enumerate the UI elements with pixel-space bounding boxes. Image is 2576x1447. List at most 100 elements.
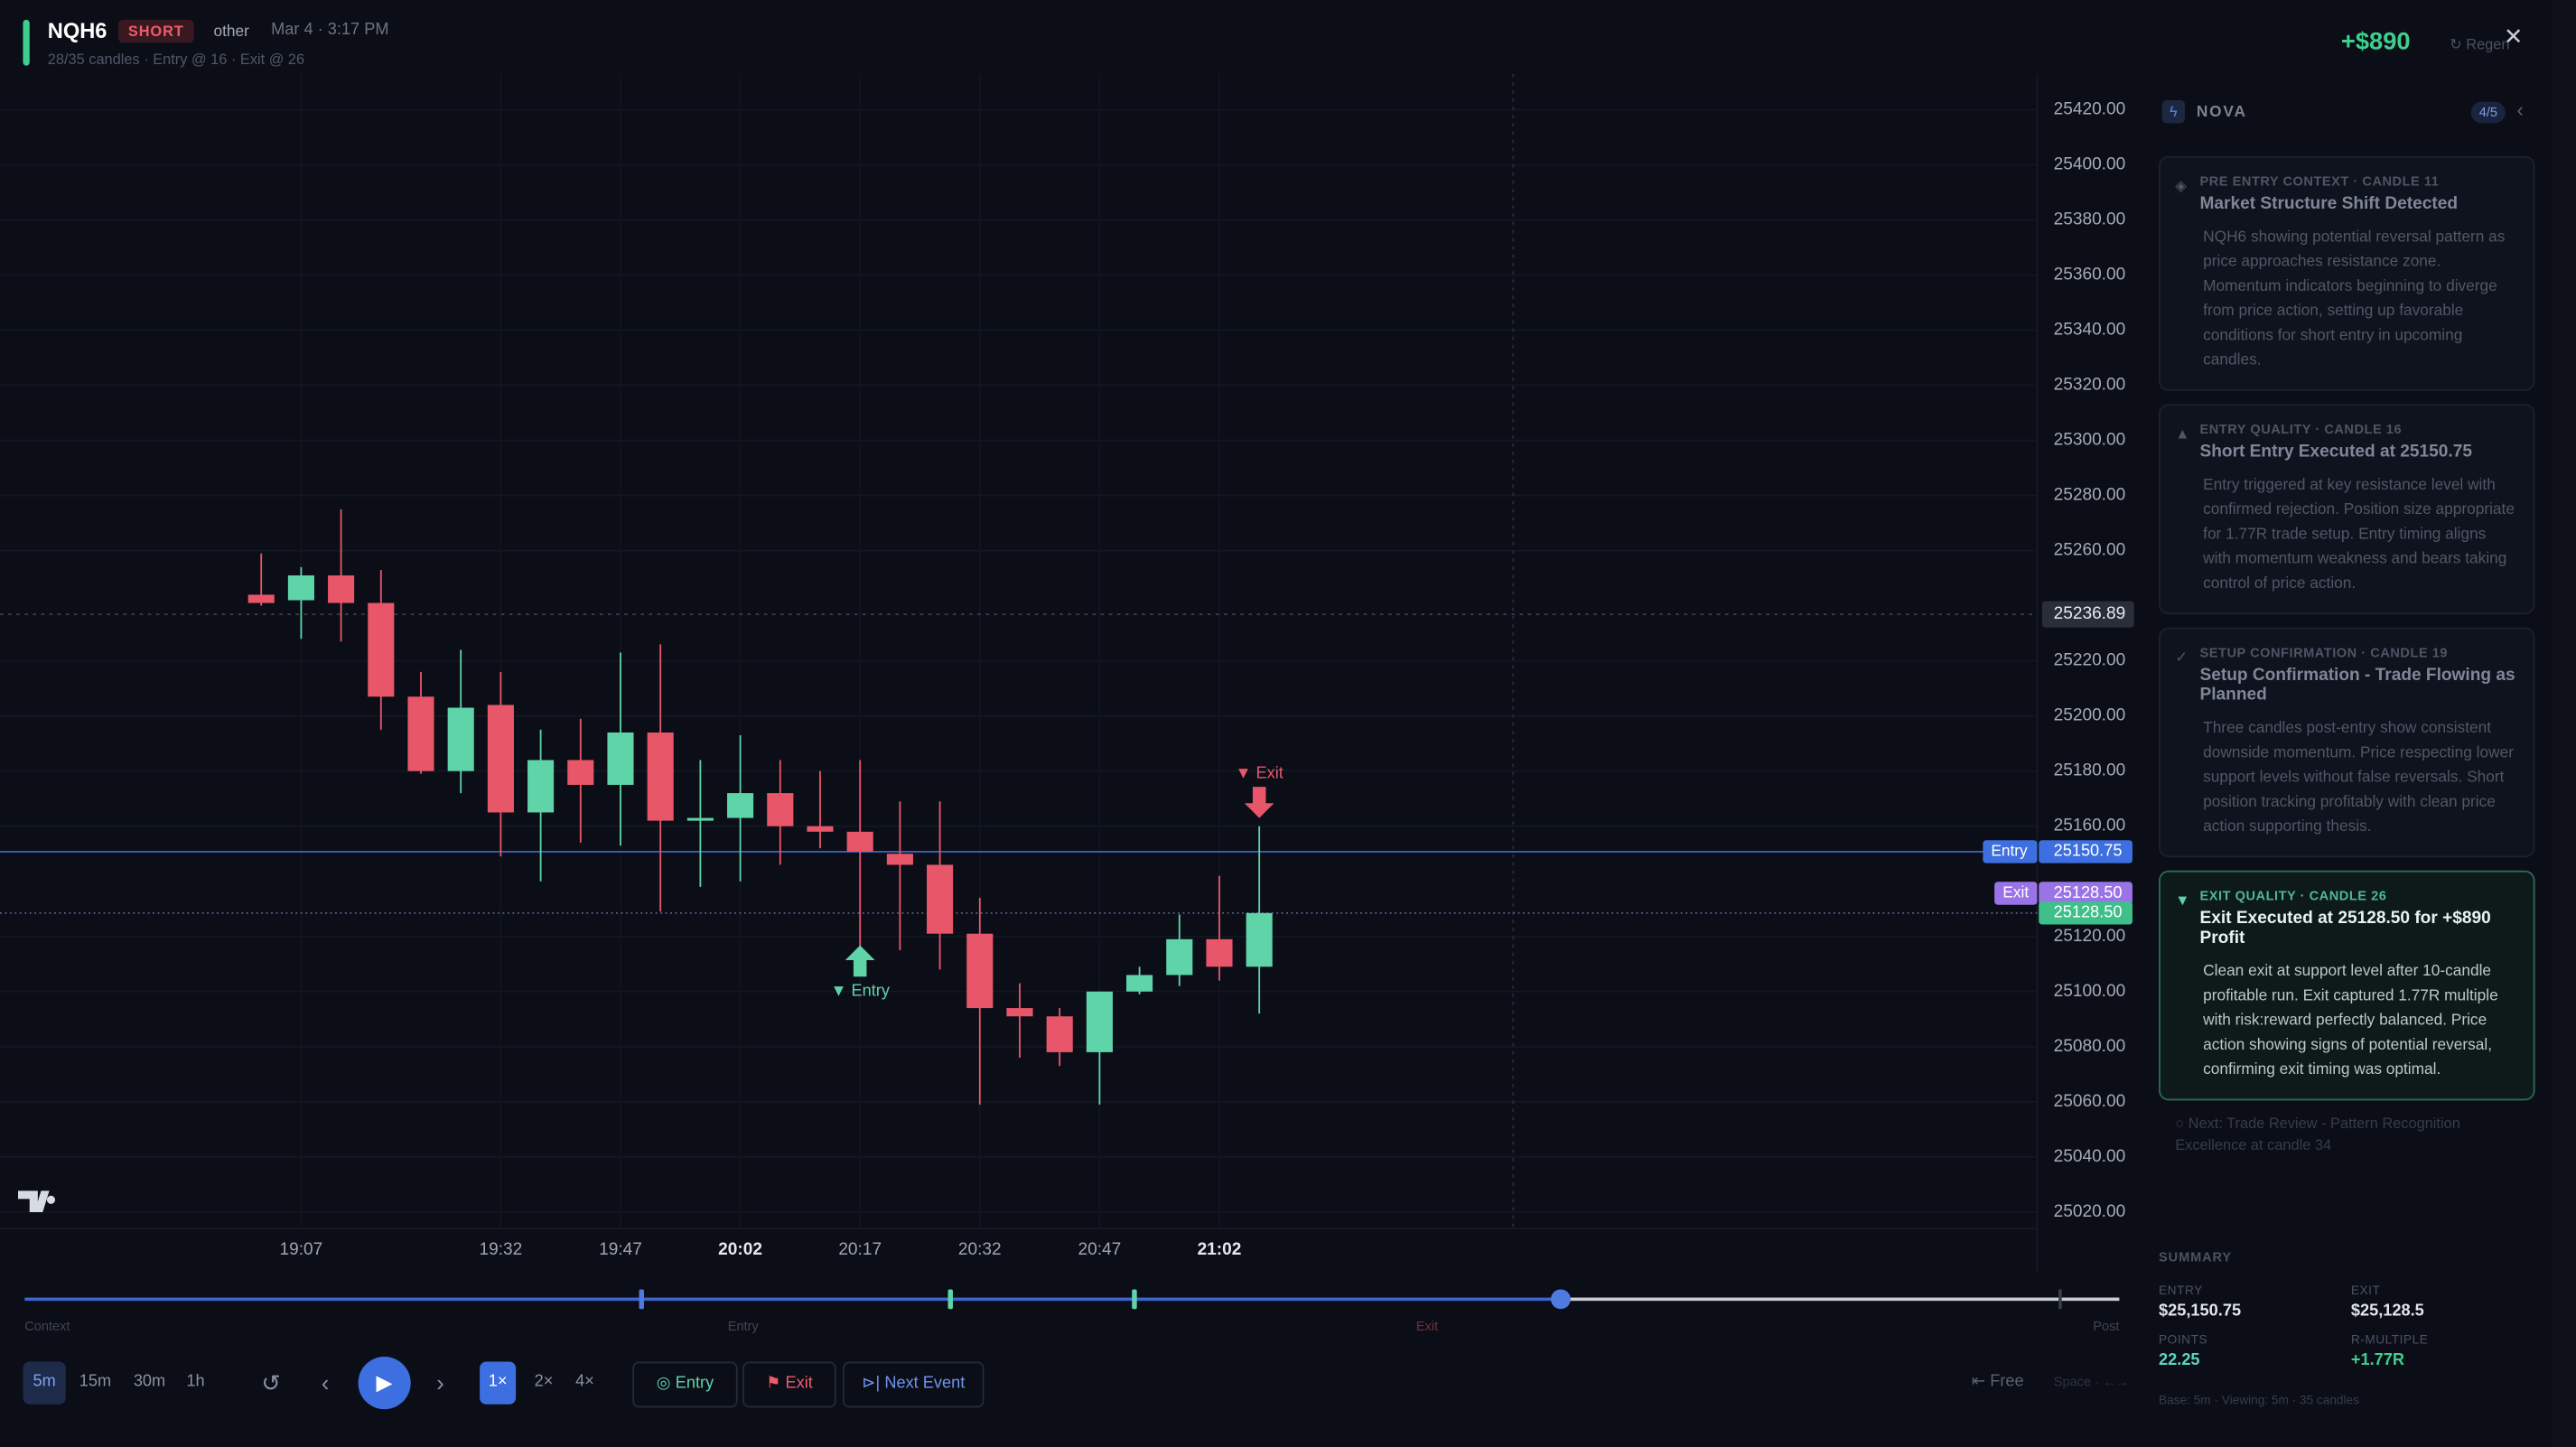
speed-button[interactable]: 1×	[480, 1361, 517, 1405]
y-tick-label: 25160.00	[2054, 817, 2126, 836]
summary-label: EXIT	[2350, 1283, 2381, 1298]
candle-body	[807, 826, 834, 832]
timeframe-button[interactable]: 15m	[79, 1373, 112, 1392]
insight-card[interactable]: ✓ SETUP CONFIRMATION · CANDLE 19 Setup Con…	[2159, 627, 2535, 858]
candle-body	[966, 933, 994, 1009]
x-tick-label: 21:02	[1198, 1240, 1242, 1259]
y-tick-label: 25360.00	[2054, 266, 2126, 285]
summary-item: POINTS 22.25	[2159, 1332, 2207, 1370]
candle-body	[487, 705, 514, 813]
playhead[interactable]	[1551, 1289, 1571, 1310]
y-tick-label: 25080.00	[2054, 1037, 2126, 1056]
next-event[interactable]: ⊳| Next Event	[843, 1361, 985, 1408]
collapse[interactable]: ‹	[2516, 98, 2524, 122]
entry-tag: Entry	[1991, 841, 2028, 859]
candle-body	[846, 831, 873, 852]
candle-body	[886, 854, 913, 865]
y-tick-label: 25280.00	[2054, 486, 2126, 505]
summary-label: R-MULTIPLE	[2350, 1331, 2429, 1348]
timeframe-button[interactable]: 1h	[186, 1373, 205, 1392]
side-badge: SHORT	[117, 19, 194, 43]
exit-arrow	[1244, 787, 1274, 818]
prev-button[interactable]: ‹	[321, 1369, 330, 1396]
date: Mar 4 · 3:17 PM	[271, 21, 389, 40]
card-title: Market Structure Shift Detected	[2199, 193, 2458, 214]
timeline-marker	[1132, 1289, 1137, 1310]
candle-body	[567, 760, 594, 785]
candle-body	[1166, 938, 1193, 976]
candle-body	[328, 575, 355, 603]
speed-button[interactable]: 2×	[534, 1373, 554, 1392]
candle-body	[368, 602, 395, 697]
entry-jump[interactable]: ◎ Entry	[632, 1361, 738, 1408]
exit-tag: Exit	[2002, 883, 2029, 901]
play-button[interactable]: ▶	[358, 1356, 411, 1410]
last-price-box	[2039, 901, 2133, 925]
timeframe-button[interactable]: 5m	[23, 1361, 66, 1405]
summary-value: $25,150.75	[2159, 1302, 2242, 1321]
cards: ◈ PRE ENTRY CONTEXT · CANDLE 11 Market Str…	[2159, 155, 2535, 1101]
y-tick-label: 25300.00	[2054, 431, 2126, 450]
entry-marker: ▼ Entry	[830, 981, 890, 999]
card-label: SETUP CONFIRMATION · CANDLE 19	[2199, 645, 2449, 660]
reset-button[interactable]: ↺	[261, 1369, 281, 1396]
speed-button[interactable]: 4×	[575, 1373, 594, 1392]
summary-item: ENTRY $25,150.75	[2159, 1283, 2241, 1321]
hint: Space · ←→	[2053, 1375, 2130, 1390]
symbol: NQH6	[47, 18, 107, 43]
tag: other	[213, 23, 249, 42]
timeline-label: Exit	[1415, 1319, 1439, 1334]
x-tick-label: 19:32	[480, 1240, 523, 1259]
close-button[interactable]: ✕	[2504, 23, 2524, 50]
edge	[2551, 0, 2576, 1447]
candle-body	[1006, 1008, 1033, 1017]
candle-body	[727, 793, 754, 818]
summary-title: SUMMARY	[2159, 1249, 2233, 1265]
pnl: +$890	[2340, 27, 2411, 56]
candle-body	[1126, 975, 1153, 992]
card-body: Entry triggered at key resistance level …	[2203, 476, 2515, 593]
x-tick-label: 20:47	[1078, 1240, 1122, 1259]
crosshair-box	[2041, 601, 2134, 628]
card-icon: ▲	[2175, 425, 2190, 443]
exit-jump[interactable]: ⚑ Exit	[742, 1361, 836, 1408]
entry-jump-label: Entry	[675, 1375, 714, 1394]
y-tick-label: 25420.00	[2054, 99, 2126, 118]
exit-price-label: 25128.50	[2054, 883, 2123, 901]
timeline-rest	[1560, 1297, 2120, 1302]
y-tick-label: 25380.00	[2054, 210, 2126, 229]
y-tick-label: 25020.00	[2054, 1202, 2126, 1221]
timeline-label: Post	[2093, 1319, 2120, 1334]
y-tick-label: 25400.00	[2054, 155, 2126, 174]
candle-body	[607, 732, 634, 785]
timeline-progress	[24, 1297, 1561, 1302]
candle-body	[247, 594, 275, 603]
insight-card[interactable]: ▲ ENTRY QUALITY · CANDLE 16 Short Entry Ex…	[2159, 404, 2535, 615]
y-tick-label: 25180.00	[2054, 761, 2126, 780]
candle-body	[767, 793, 794, 826]
candle-body	[686, 817, 714, 821]
regen-button[interactable]: ↻ Regen	[2449, 36, 2510, 53]
timeframe-button[interactable]: 30m	[133, 1373, 166, 1392]
insight-card[interactable]: ▼ EXIT QUALITY · CANDLE 26 Exit Executed a…	[2159, 870, 2535, 1101]
card-icon: ▼	[2175, 892, 2190, 909]
next-button[interactable]: ›	[436, 1369, 444, 1396]
y-tick-label: 25200.00	[2054, 706, 2126, 725]
y-tick-label: 25320.00	[2054, 376, 2126, 395]
card-count: 4/5	[2470, 101, 2506, 124]
card-title: Short Entry Executed at 25150.75	[2199, 442, 2472, 462]
candle-body	[927, 864, 954, 934]
last-price-label: 25128.50	[2054, 903, 2123, 921]
candle-body	[1206, 938, 1233, 967]
tv-logo	[18, 1190, 56, 1212]
x-tick-label: 19:07	[280, 1240, 323, 1259]
entry-arrow	[845, 945, 875, 977]
summary-item: R-MULTIPLE +1.77R	[2351, 1332, 2429, 1370]
entry-price-box	[2039, 840, 2133, 864]
insight-card[interactable]: ◈ PRE ENTRY CONTEXT · CANDLE 11 Market Str…	[2159, 155, 2535, 391]
free-toggle[interactable]: ⇤ Free	[1971, 1373, 2024, 1392]
timeline-label: Context	[24, 1319, 70, 1334]
candle-body	[527, 760, 555, 813]
